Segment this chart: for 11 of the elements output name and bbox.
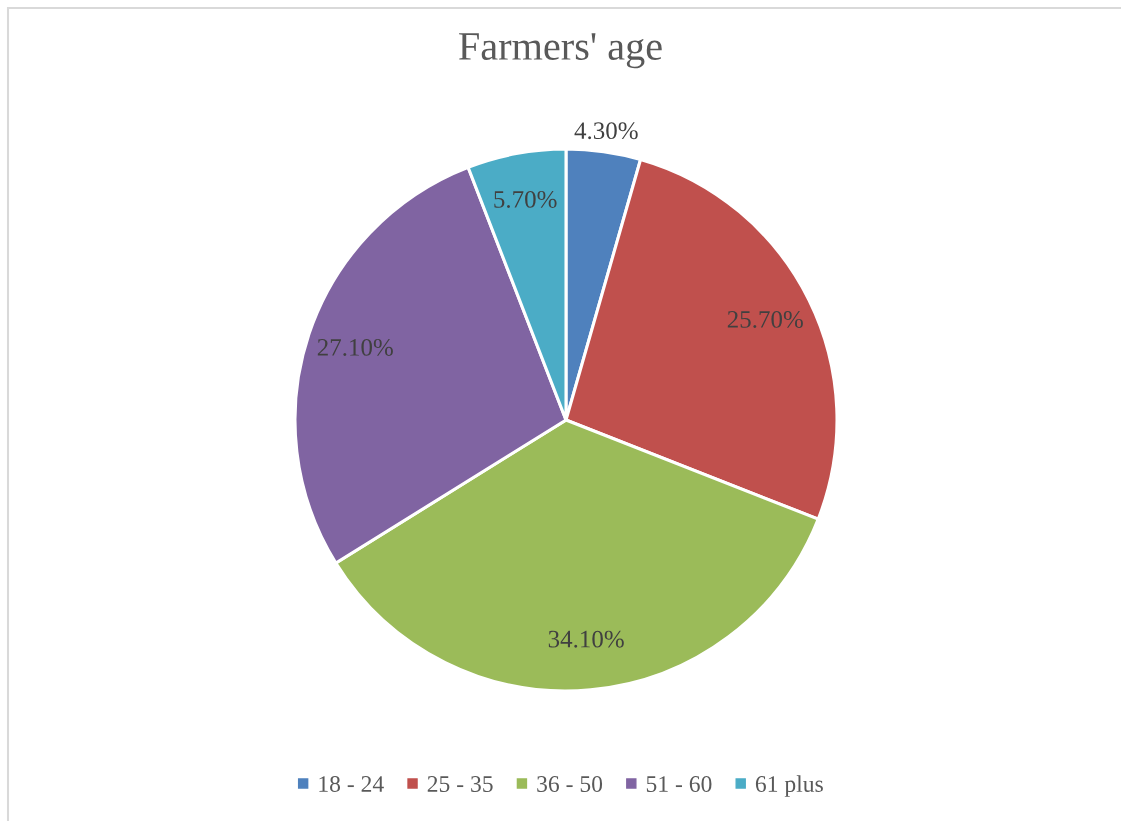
data-label: 5.70% [494,190,557,208]
data-label: 25.70% [727,310,803,328]
legend-label: 61 plus [755,775,823,797]
legend-label: 51 - 60 [646,776,712,792]
legend-label: 18 - 24 [319,776,384,792]
chart-title: Farmers' age [459,33,662,69]
legend-label: 36 - 50 [537,776,603,792]
legend-label: 25 - 35 [427,776,493,792]
data-label: 4.30% [574,122,638,140]
data-label: 34.10% [548,630,624,648]
data-label: 27.10% [317,338,393,356]
